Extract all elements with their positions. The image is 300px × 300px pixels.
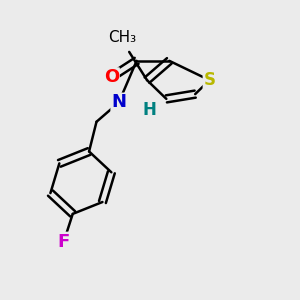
Text: O: O [104, 68, 119, 86]
Text: H: H [142, 101, 156, 119]
Text: F: F [58, 232, 70, 250]
Text: N: N [111, 93, 126, 111]
Text: S: S [203, 71, 215, 89]
Text: CH₃: CH₃ [108, 30, 136, 45]
